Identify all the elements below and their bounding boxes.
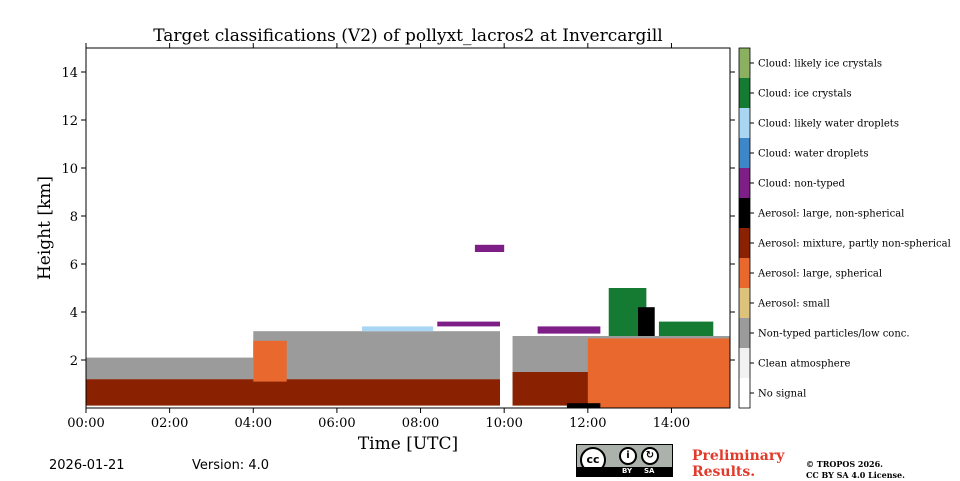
cc-by-text: BY [622, 467, 633, 475]
plot-frame [85, 47, 731, 409]
version-label: Version: 4.0 [192, 458, 269, 473]
copyright-line-2: CC BY SA 4.0 License. [806, 470, 905, 480]
legend-swatch-9 [739, 318, 750, 348]
region-7 [437, 321, 500, 327]
region-8 [537, 326, 601, 334]
x-tick-label-1: 02:00 [151, 416, 188, 431]
attribution-person-icon: i [619, 447, 637, 465]
legend-label-2: Cloud: likely water droplets [758, 119, 899, 130]
x-tick-label-2: 04:00 [235, 416, 272, 431]
legend-swatch-2 [739, 108, 750, 138]
legend-swatch-11 [739, 378, 750, 408]
legend-label-11: No signal [758, 389, 806, 400]
cc-sa-text: SA [644, 467, 655, 475]
region-3 [86, 379, 500, 406]
cc-license-badge: cc i ↻ BY SA [576, 444, 673, 477]
copyright-notice: © TROPOS 2026. CC BY SA 4.0 License. [806, 459, 905, 481]
chart-title: Target classifications (V2) of pollyxt_l… [153, 26, 662, 46]
legend-label-5: Aerosol: large, non-spherical [757, 209, 904, 220]
x-tick-label-7: 14:00 [653, 416, 690, 431]
legend-swatch-1 [739, 78, 750, 108]
y-tick-label-0: 2 [70, 354, 78, 369]
legend-swatch-8 [739, 288, 750, 318]
legend-swatch-0 [739, 48, 750, 78]
legend-swatch-3 [739, 138, 750, 168]
y-tick-label-2: 6 [70, 258, 78, 273]
legend-label-8: Aerosol: small [757, 299, 830, 310]
legend-label-6: Aerosol: mixture, partly non-spherical [757, 239, 951, 250]
cc-badge-bar [577, 467, 672, 476]
x-tick-label-0: 00:00 [67, 416, 104, 431]
legend-swatch-6 [739, 228, 750, 258]
y-tick-label-6: 14 [61, 66, 78, 81]
x-axis-label: Time [UTC] [358, 434, 458, 454]
x-tick-label-6: 12:00 [569, 416, 606, 431]
region-12 [362, 326, 434, 332]
x-axis: 00:00 02:00 04:00 06:00 08:00 10:00 12:00 14:00 [67, 43, 690, 431]
y-tick-label-3: 8 [70, 210, 78, 225]
share-alike-icon: ↻ [641, 447, 659, 465]
y-tick-label-5: 12 [61, 114, 78, 129]
legend-label-9: Non-typed particles/low conc. [758, 329, 910, 340]
legend-swatch-4 [739, 168, 750, 198]
y-tick-label-4: 10 [61, 162, 78, 177]
copyright-line-1: © TROPOS 2026. [806, 459, 883, 469]
region-0 [86, 357, 254, 380]
region-9 [474, 244, 505, 252]
legend-swatch-7 [739, 258, 750, 288]
colorbar-legend: Cloud: likely ice crystals Cloud: ice cry… [738, 47, 951, 409]
preliminary-notice: Preliminary Results. [692, 448, 784, 480]
preliminary-line-1: Preliminary [692, 448, 785, 464]
region-14 [566, 403, 601, 408]
region-11 [658, 321, 714, 336]
legend-label-3: Cloud: water droplets [758, 149, 869, 160]
x-tick-label-5: 10:00 [485, 416, 522, 431]
y-axis: 2 4 6 8 10 12 14 [61, 66, 735, 369]
colorbar-frame [738, 47, 751, 409]
y-tick-label-1: 4 [70, 306, 78, 321]
preliminary-line-2: Results. [692, 464, 756, 480]
region-1 [253, 331, 500, 380]
legend-label-1: Cloud: ice crystals [758, 89, 852, 100]
legend-label-7: Aerosol: large, spherical [757, 269, 882, 280]
legend-swatch-5 [739, 198, 750, 228]
plot-area [86, 244, 730, 408]
region-5 [587, 338, 730, 408]
legend-label-10: Clean atmosphere [758, 359, 851, 370]
legend-label-0: Cloud: likely ice crystals [758, 59, 882, 70]
region-13 [638, 307, 655, 336]
legend-label-4: Cloud: non-typed [758, 179, 846, 190]
region-6 [253, 340, 287, 382]
date-label: 2026-01-21 [49, 458, 125, 473]
legend-swatch-10 [739, 348, 750, 378]
x-tick-label-3: 06:00 [318, 416, 355, 431]
y-axis-label: Height [km] [35, 176, 55, 280]
x-tick-label-4: 08:00 [402, 416, 439, 431]
